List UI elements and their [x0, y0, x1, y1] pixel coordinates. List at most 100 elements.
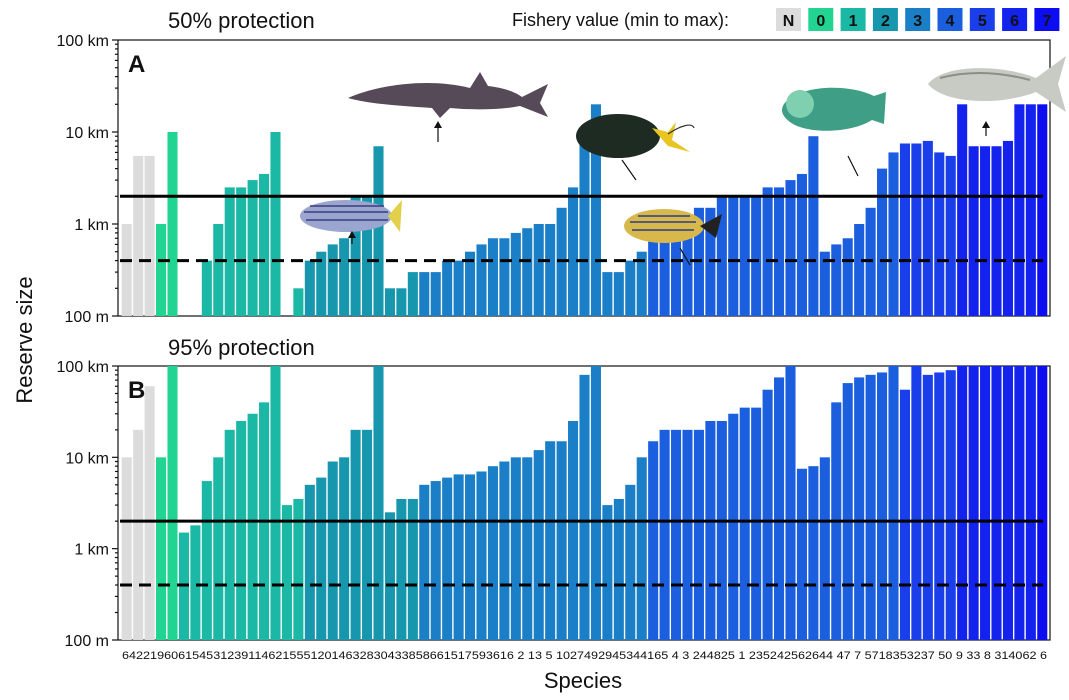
panel-b: 100 m 1 km 10 km 100 km	[57, 359, 1048, 650]
bar	[156, 224, 167, 316]
butterflyfish-icon	[624, 209, 722, 266]
panel-a-title: 50% protection	[168, 8, 315, 33]
bar	[945, 155, 956, 316]
bar	[156, 457, 167, 640]
bar	[842, 238, 853, 316]
bar	[396, 498, 407, 640]
bar	[774, 377, 785, 640]
bar	[648, 441, 659, 640]
bar	[465, 474, 476, 640]
bar	[407, 498, 418, 640]
legend-swatch	[905, 8, 931, 31]
bar	[133, 155, 144, 316]
bar	[144, 155, 155, 316]
bar	[236, 420, 247, 640]
bar	[339, 457, 350, 640]
bar	[613, 272, 624, 316]
bar	[407, 272, 418, 316]
bar	[568, 187, 579, 316]
bar	[762, 187, 773, 316]
panel-b-title: 95% protection	[168, 335, 315, 360]
bar	[1002, 366, 1013, 640]
y-tick-label: 100 m	[65, 633, 109, 650]
bar	[545, 224, 556, 316]
bar	[144, 386, 155, 640]
bar	[121, 457, 132, 640]
bar	[339, 238, 350, 316]
bar	[213, 457, 224, 640]
bar	[430, 481, 441, 640]
bar	[911, 366, 922, 640]
bar	[1014, 366, 1025, 640]
bar	[980, 146, 991, 316]
bar	[819, 457, 830, 640]
legend-label: 6	[1010, 13, 1019, 30]
bar	[899, 389, 910, 640]
legend-swatch	[1034, 8, 1060, 31]
bar	[522, 457, 533, 640]
bar	[499, 461, 510, 640]
bar	[877, 372, 888, 640]
legend: N 0 1 2 3 4 5 6 7	[776, 8, 1060, 31]
legend-swatch	[1002, 8, 1028, 31]
legend-swatch	[937, 8, 963, 31]
bar	[774, 187, 785, 316]
bar	[350, 429, 361, 640]
bar	[545, 441, 556, 640]
bar	[1002, 140, 1013, 316]
bar	[590, 104, 601, 316]
bar	[236, 187, 247, 316]
y-axis-label: Reserve size	[12, 276, 37, 403]
bar	[625, 484, 636, 640]
bar	[945, 370, 956, 640]
bar	[304, 484, 315, 640]
bar	[316, 251, 327, 316]
bar	[991, 146, 1002, 316]
bar	[613, 498, 624, 640]
legend-swatch	[969, 8, 995, 31]
bar	[888, 152, 899, 316]
bar	[293, 288, 304, 316]
bar	[671, 224, 682, 316]
legend-label: N	[783, 13, 795, 30]
bar	[934, 152, 945, 316]
bar	[201, 481, 212, 640]
bar	[167, 366, 178, 640]
bar	[259, 173, 270, 316]
y-tick-label: 10 km	[65, 450, 109, 467]
bar	[213, 224, 224, 316]
bar	[854, 377, 865, 640]
bar	[247, 180, 258, 316]
y-tick-label: 1 km	[74, 542, 109, 559]
bar	[442, 260, 453, 316]
bar	[533, 224, 544, 316]
bar	[327, 244, 338, 316]
bar	[373, 146, 384, 316]
bar	[350, 196, 361, 316]
bar	[396, 288, 407, 316]
bar	[819, 251, 830, 316]
bar	[1037, 366, 1048, 640]
bar	[728, 413, 739, 640]
bar	[602, 272, 613, 316]
bar	[579, 132, 590, 316]
bar	[190, 525, 201, 640]
bar	[728, 196, 739, 316]
bar	[510, 232, 521, 316]
bar	[877, 168, 888, 316]
legend-swatch	[808, 8, 834, 31]
bar	[556, 441, 567, 640]
legend-title: Fishery value (min to max):	[512, 10, 729, 30]
panel-a: 100 m 1 km 10 km 100 km	[57, 33, 1048, 326]
y-tick-label: 100 km	[57, 33, 109, 50]
legend-label: 2	[881, 13, 890, 30]
bar	[293, 498, 304, 640]
bar	[224, 429, 235, 640]
bar	[991, 366, 1002, 640]
bar	[453, 474, 464, 640]
bar	[1014, 104, 1025, 316]
bar	[751, 196, 762, 316]
bar	[739, 196, 750, 316]
panel-a-letter: A	[128, 51, 145, 78]
